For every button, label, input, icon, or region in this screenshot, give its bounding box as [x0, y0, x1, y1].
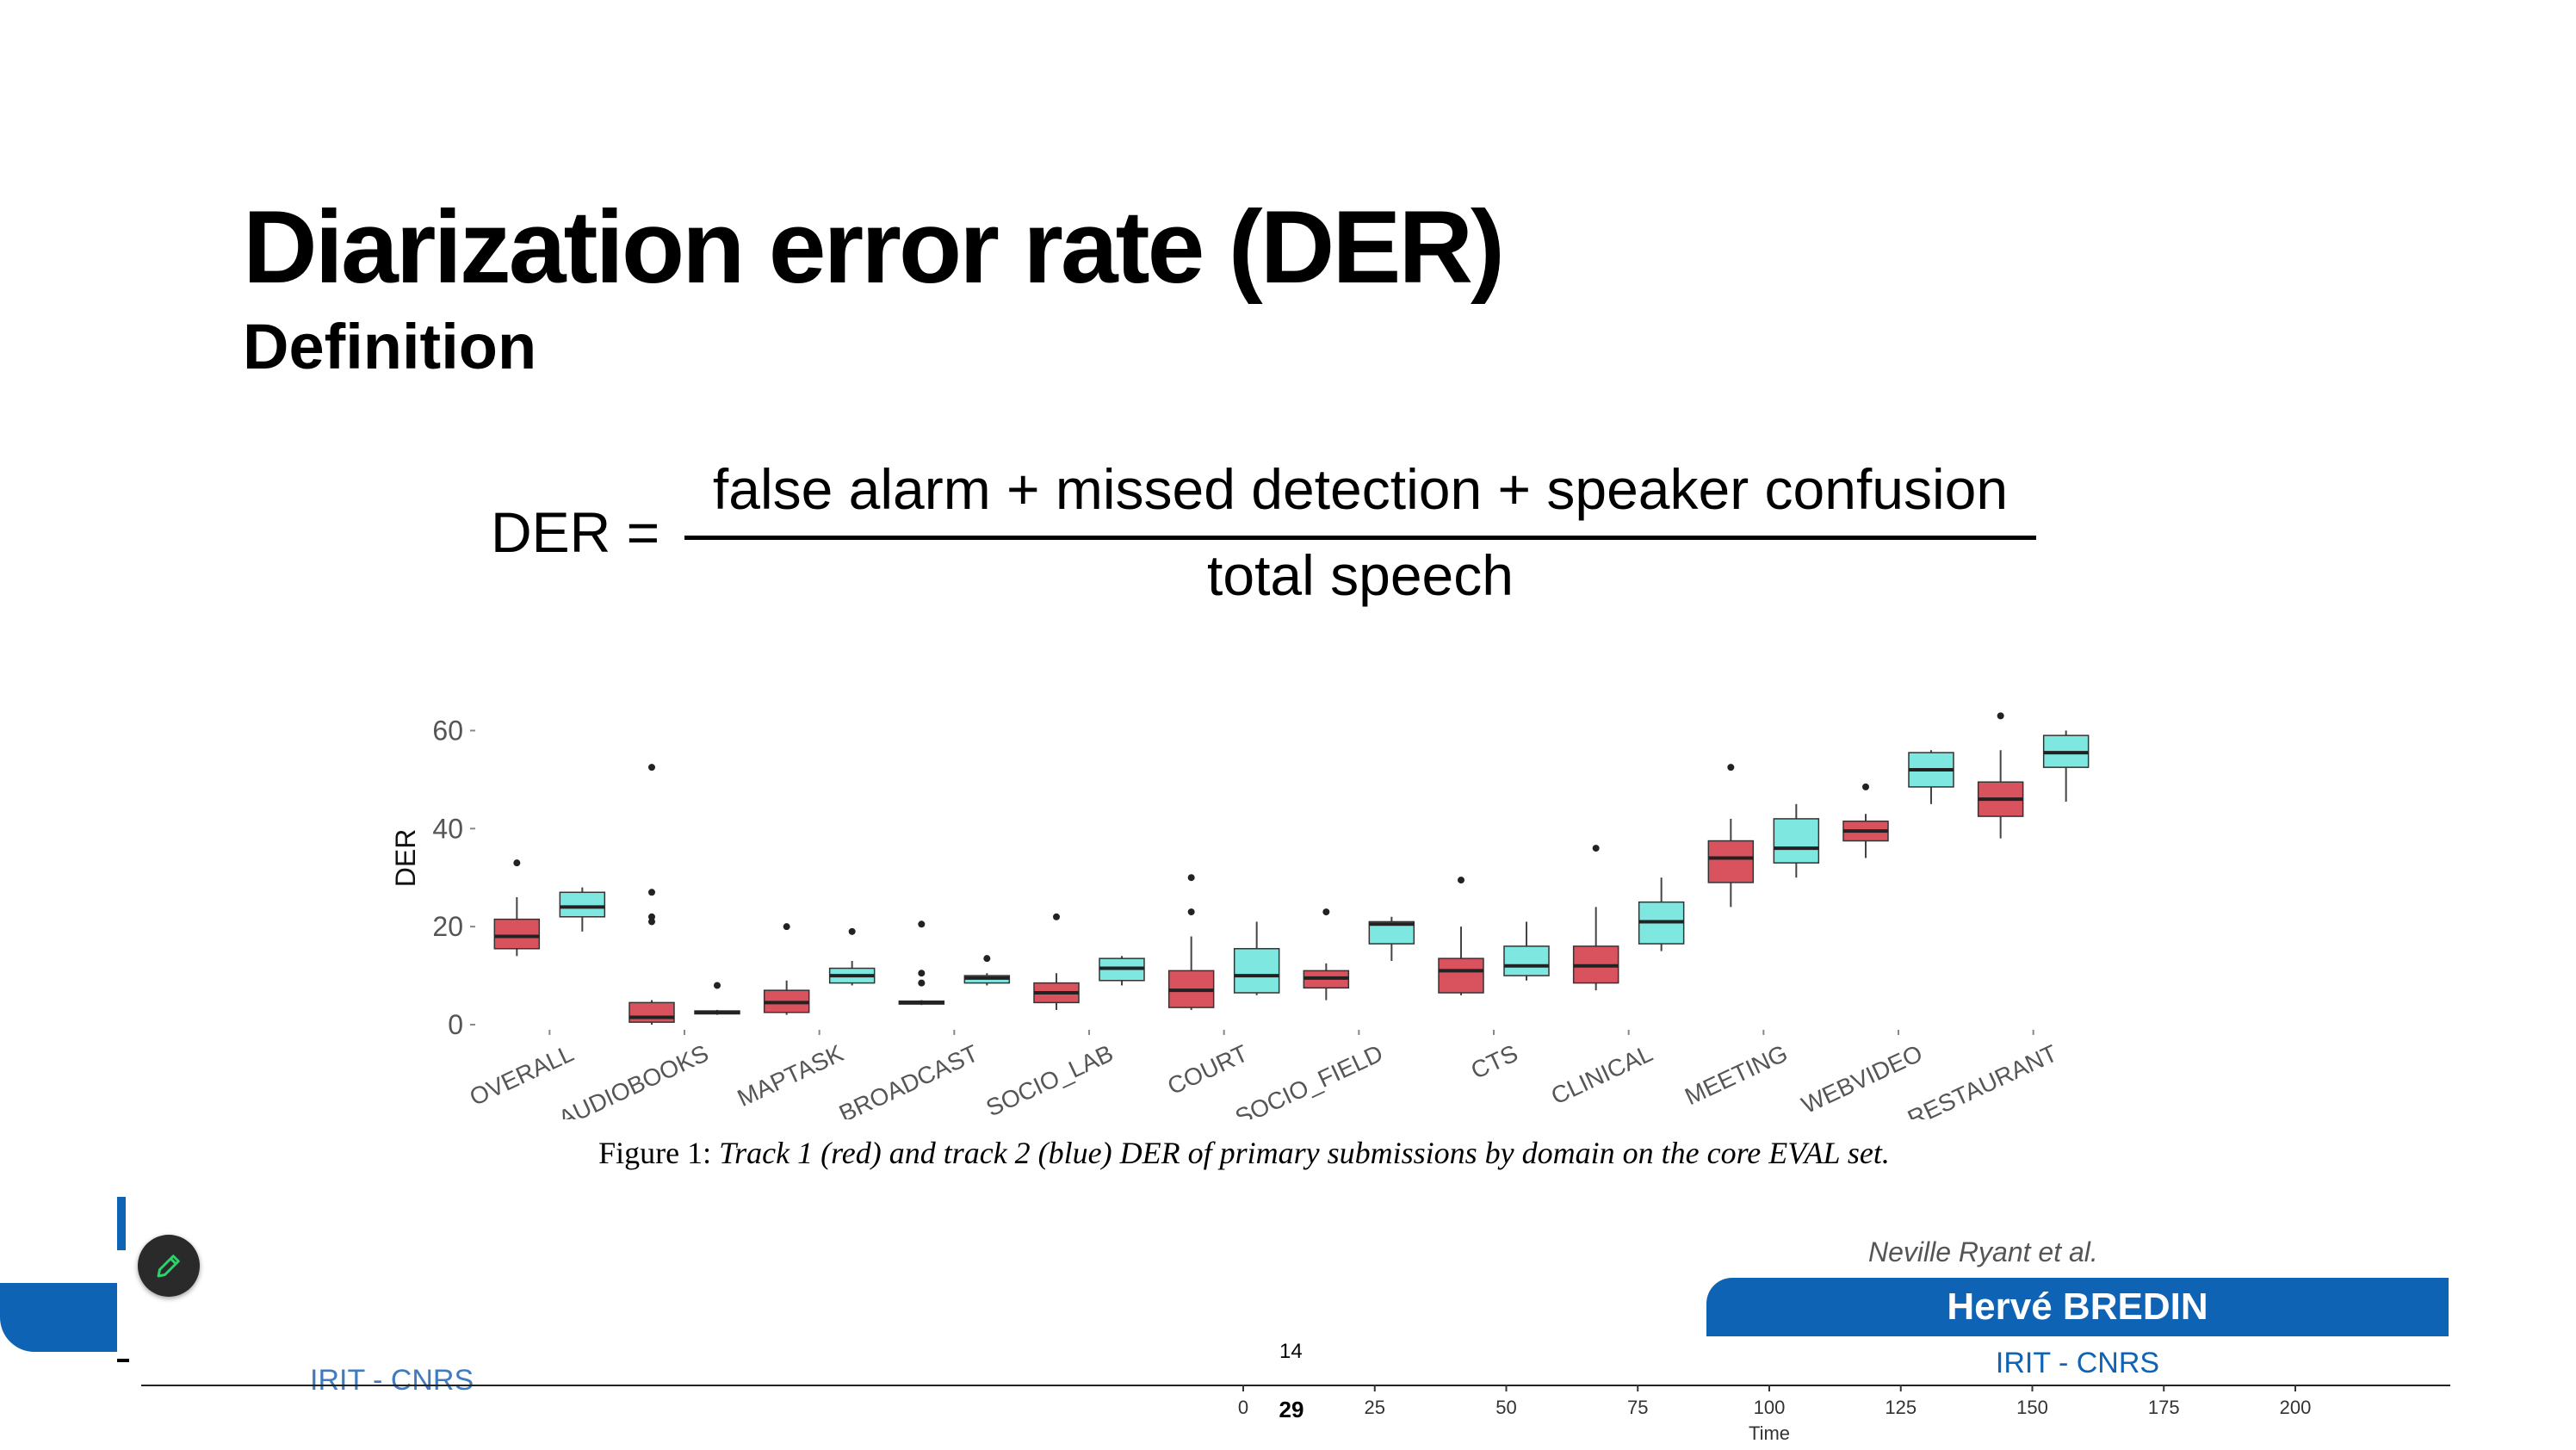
formula-numerator: false alarm + missed detection + speaker…: [712, 457, 2009, 521]
slide-number-small: 14: [1279, 1340, 1303, 1363]
outlier-point: [1862, 783, 1869, 790]
figure-caption: Figure 1: Track 1 (red) and track 2 (blu…: [0, 1135, 2488, 1171]
timeline-axis: 0 25 50 75 100 125 150 175 200 29 Time: [1238, 1385, 2312, 1444]
timeline-tick-label: 25: [1365, 1397, 1385, 1418]
y-tick-label: 0: [448, 1009, 463, 1040]
slide-number: 29: [1279, 1397, 1304, 1422]
outlier-point: [1727, 764, 1735, 771]
outlier-point: [918, 920, 926, 928]
box: [1773, 818, 1820, 864]
edit-button[interactable]: [138, 1235, 200, 1297]
box: [1503, 945, 1550, 976]
footer-baseline: [141, 1385, 2450, 1386]
outlier-point: [714, 982, 721, 989]
timeline-tick-label: 175: [2148, 1397, 2180, 1418]
x-tick-label: RESTAURANT: [1904, 1039, 2061, 1119]
x-tick-label: OVERALL: [466, 1039, 578, 1111]
figure-caption-prefix: Figure 1:: [598, 1136, 712, 1170]
x-tick-label: MAPTASK: [734, 1039, 848, 1112]
slide-title: Diarization error rate (DER): [243, 189, 1505, 305]
y-axis-label: DER: [390, 829, 421, 888]
figure-caption-text: Track 1 (red) and track 2 (blue) DER of …: [719, 1136, 1890, 1170]
x-tick-label: AUDIOBOOKS: [554, 1039, 713, 1119]
y-tick-label: 20: [432, 911, 463, 942]
outlier-point: [1053, 913, 1060, 920]
affiliation-ghost: IRIT - CNRS: [310, 1364, 474, 1397]
formula-lhs: DER =: [491, 500, 660, 564]
outlier-point: [648, 764, 655, 771]
box: [493, 918, 541, 950]
x-tick-label: SOCIO_LAB: [982, 1039, 1118, 1119]
x-tick-label: SOCIO_FIELD: [1231, 1039, 1387, 1119]
x-tick-label: CLINICAL: [1547, 1039, 1656, 1109]
outlier-point: [1187, 908, 1195, 916]
outlier-point: [1322, 908, 1330, 916]
left-accent-bar: [117, 1197, 126, 1250]
slide-subtitle: Definition: [243, 311, 537, 382]
x-tick-label: CTS: [1467, 1039, 1522, 1084]
timeline-tick-label: 150: [2016, 1397, 2048, 1418]
timeline-tick-label: 100: [1754, 1397, 1786, 1418]
pencil-icon: [157, 1255, 180, 1278]
outlier-point: [918, 970, 926, 977]
box: [1438, 957, 1484, 994]
box: [1707, 840, 1755, 883]
timeline-tick-label: 75: [1627, 1397, 1648, 1418]
y-tick-label: 40: [432, 813, 463, 844]
formula-fraction-bar: [684, 536, 2036, 540]
x-tick-label: BROADCAST: [835, 1039, 982, 1119]
citation-author: Neville Ryant et al.: [1868, 1236, 2098, 1267]
y-tick-label: 60: [432, 715, 463, 746]
timeline-tick-label: 125: [1885, 1397, 1917, 1418]
presenter-affiliation: IRIT - CNRS: [1995, 1347, 2160, 1379]
presenter-name: Hervé BREDIN: [1706, 1278, 2449, 1336]
outlier-point: [648, 889, 655, 896]
outlier-point: [1997, 712, 2004, 720]
outlier-point: [648, 913, 655, 920]
formula-denominator: total speech: [1207, 543, 1514, 607]
box: [629, 1001, 675, 1023]
timeline-axis-label: Time: [1749, 1422, 1790, 1444]
timeline-tick-label: 200: [2280, 1397, 2312, 1418]
box: [1233, 948, 1280, 994]
x-tick-label: MEETING: [1681, 1039, 1792, 1110]
outlier-point: [848, 927, 856, 935]
outlier-point: [783, 923, 790, 931]
outlier-point: [1458, 877, 1464, 884]
left-accent-tab: [0, 1283, 117, 1352]
box: [559, 891, 606, 918]
outlier-point: [983, 955, 991, 963]
outlier-point: [513, 859, 521, 867]
left-dash: [117, 1359, 129, 1362]
outlier-point: [918, 979, 926, 987]
der-formula: DER = false alarm + missed detection + s…: [491, 456, 2058, 611]
x-tick-label: COURT: [1163, 1039, 1252, 1100]
timeline-tick-label: 0: [1238, 1397, 1248, 1418]
outlier-point: [648, 918, 655, 926]
timeline-tick-label: 50: [1495, 1397, 1516, 1418]
outlier-point: [1187, 874, 1195, 882]
outlier-point: [1592, 845, 1600, 852]
